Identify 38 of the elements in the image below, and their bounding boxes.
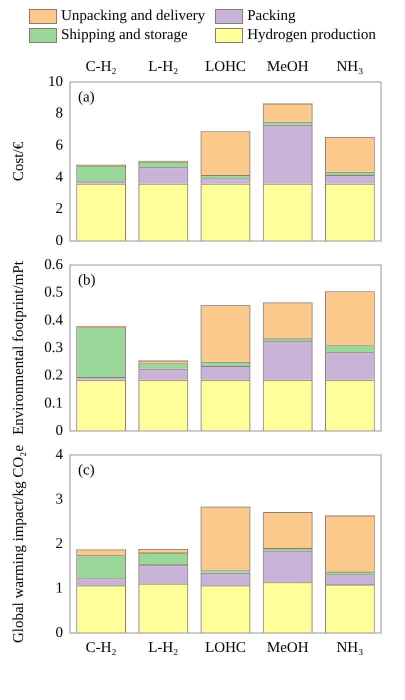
x-tick-label: LOHC [205,640,246,656]
legend-label: Hydrogen production [247,27,376,44]
x-tick-label: MeOH [266,58,309,75]
y-tick-label: 0.5 [44,284,63,301]
x-tick-label: MeOH [266,640,309,656]
y-tick-label: 6 [56,138,64,154]
x-tick-label: L-H₂ [148,58,178,75]
y-tick-label: 0 [56,422,63,439]
y-tick-label: 0.6 [44,256,64,273]
y-tick-label: 0.4 [44,312,64,328]
legend-label: Packing [247,8,296,25]
legend-label: Unpacking and delivery [61,8,206,25]
annotation: (c) [78,462,95,478]
annotation: (b) [78,272,96,288]
y-tick-label: 0 [56,624,63,641]
y-axis-title: Environmental footprint/mPt [10,260,27,435]
y-axis-title: Global warming impact/kg CO₂e [10,444,27,644]
y-tick-label: 4 [56,169,64,186]
y-tick-label: 8 [56,106,63,122]
x-tick-label: L-H₂ [148,640,178,656]
x-tick-label: LOHC [205,58,246,75]
y-tick-label: 0.2 [44,368,63,384]
y-tick-label: 4 [56,446,64,463]
y-tick-label: 0 [56,232,63,249]
y-tick-label: 0.1 [44,395,63,412]
y-tick-label: 1 [56,580,63,596]
y-tick-label: 0.3 [44,340,63,356]
x-tick-label: NH₃ [336,58,364,75]
x-tick-label: C-H₂ [86,58,117,75]
legend-label: Shipping and storage [61,27,188,44]
y-tick-label: 3 [56,491,63,508]
y-tick-label: 2 [56,201,63,218]
x-tick-label: C-H₂ [86,640,117,656]
y-tick-label: 2 [56,536,63,552]
annotation: (a) [78,89,95,106]
x-tick-label: NH₃ [336,640,364,656]
y-tick-label: 10 [48,74,63,90]
y-axis-title: Cost/€ [10,141,27,182]
